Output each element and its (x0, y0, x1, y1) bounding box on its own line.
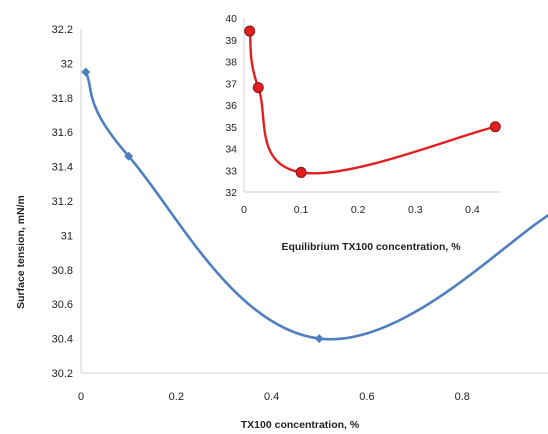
i-x-tick-label: 0.4 (465, 204, 480, 216)
i-y-tick-label: 34 (225, 144, 237, 156)
m-data-point (81, 67, 91, 77)
i-x-tick-label: 0 (241, 204, 247, 216)
main-series (81, 67, 548, 344)
m-y-tick-label: 32 (61, 58, 73, 70)
m-y-tick-label: 31.2 (52, 196, 73, 208)
m-x-tick-label: 0.8 (455, 391, 470, 403)
m-y-tick-label: 30.8 (52, 265, 73, 277)
i-data-point (489, 121, 501, 133)
m-y-tick-label: 31.6 (52, 127, 73, 139)
main-chart: 30.2 30.4 30.6 30.8 31 31.2 31.4 31.6 31.8 32 32.2… (15, 24, 548, 431)
inset-chart: 32 33 34 35 36 37 38 39 40 0 0.1 0.2 0.3 0.4 Equilib… (225, 13, 501, 253)
i-y-tick-label: 38 (225, 57, 237, 69)
inset-x-tick-labels: 0 0.1 0.2 0.3 0.4 (241, 204, 480, 216)
main-y-tick-labels: 30.2 30.4 30.6 30.8 31 31.2 31.4 31.6 31.8 32 32.2 (52, 24, 73, 380)
i-x-tick-label: 0.1 (294, 204, 309, 216)
m-x-tick-label: 0.6 (359, 391, 374, 403)
i-data-point (295, 166, 307, 178)
m-y-tick-label: 30.6 (52, 299, 73, 311)
m-y-tick-label: 32.2 (52, 24, 73, 36)
i-series-line (248, 30, 496, 175)
m-y-tick-label: 31.4 (52, 162, 73, 174)
i-x-tick-label: 0.2 (351, 204, 366, 216)
inset-y-tick-labels: 32 33 34 35 36 37 38 39 40 (225, 13, 237, 199)
m-data-point (124, 151, 134, 161)
i-x-tick-label: 0.3 (408, 204, 423, 216)
i-y-tick-label: 40 (225, 13, 237, 25)
i-y-tick-label: 32 (225, 187, 237, 199)
i-y-tick-label: 35 (225, 122, 237, 134)
m-series-line (84, 71, 548, 341)
i-y-tick-label: 36 (225, 100, 237, 112)
m-x-tick-label: 0.2 (169, 391, 184, 403)
inset-x-axis-title: Equilibrium TX100 concentration, % (281, 241, 461, 253)
main-y-axis-title: Surface tension, mN/m (15, 195, 27, 309)
i-y-tick-label: 37 (225, 78, 237, 90)
m-x-tick-label: 0.4 (264, 391, 279, 403)
m-y-tick-label: 30.2 (52, 368, 73, 380)
m-y-tick-label: 31.8 (52, 93, 73, 105)
m-y-tick-label: 31 (61, 230, 73, 242)
i-y-tick-label: 39 (225, 35, 237, 47)
main-x-tick-labels: 0 0.2 0.4 0.6 0.8 (78, 391, 470, 403)
main-x-axis-title: TX100 concentration, % (241, 419, 360, 431)
inset-series (244, 25, 501, 178)
i-y-tick-label: 33 (225, 165, 237, 177)
m-x-tick-label: 0 (78, 391, 84, 403)
m-y-tick-label: 30.4 (52, 334, 73, 346)
i-data-point (252, 82, 264, 94)
m-data-point (314, 334, 324, 344)
i-data-point (244, 25, 256, 37)
